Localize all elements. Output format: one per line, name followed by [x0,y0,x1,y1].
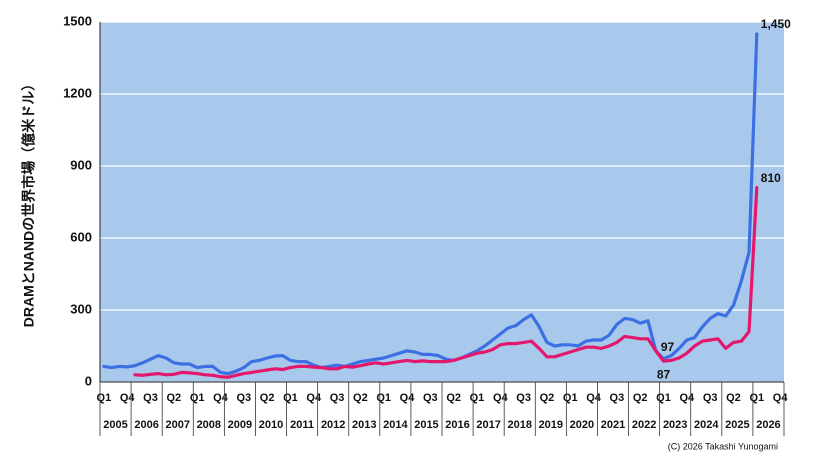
year-label: 2020 [570,419,594,431]
year-label: 2007 [165,419,189,431]
year-label: 2008 [197,419,221,431]
year-label: 2022 [632,419,656,431]
year-label: 2024 [694,419,719,431]
x-tick-label: Q1 [376,392,391,404]
year-label: 2017 [476,419,500,431]
x-tick-label: Q2 [726,392,741,404]
data-label: 87 [657,367,671,381]
year-label: 2021 [601,419,625,431]
y-tick-label: 600 [70,229,92,244]
year-label: 2005 [103,419,127,431]
x-tick-label: Q2 [446,392,461,404]
x-tick-label: Q1 [656,392,671,404]
x-tick-label: Q2 [166,392,181,404]
x-tick-label: Q1 [283,392,298,404]
year-label: 2023 [663,419,687,431]
y-axis-label: DRAMとNANDの世界市場（億米ドル） [21,77,37,327]
x-tick-label: Q2 [633,392,648,404]
x-tick-label: Q4 [400,392,416,404]
year-label: 2016 [445,419,469,431]
x-tick-label: Q3 [236,392,251,404]
year-label: 2026 [756,419,780,431]
year-label: 2006 [134,419,158,431]
year-label: 2013 [352,419,376,431]
x-tick-label: Q1 [563,392,578,404]
x-tick-label: Q2 [540,392,555,404]
data-label: 97 [661,340,675,354]
x-tick-label: Q4 [493,392,509,404]
y-tick-label: 1200 [63,85,92,100]
data-label: 810 [761,171,781,185]
year-label: 2014 [383,419,408,431]
year-label: 2009 [228,419,252,431]
x-tick-label: Q4 [120,392,136,404]
x-tick-label: Q1 [470,392,485,404]
year-label: 2012 [321,419,345,431]
year-label: 2010 [259,419,283,431]
x-tick-label: Q4 [213,392,229,404]
data-label: 1,450 [761,17,791,31]
x-tick-label: Q3 [610,392,625,404]
x-tick-label: Q4 [679,392,695,404]
y-tick-label: 1500 [63,13,92,28]
x-tick-label: Q4 [586,392,602,404]
year-label: 2025 [725,419,749,431]
x-tick-label: Q4 [306,392,322,404]
series-line [133,186,759,379]
plot-background [100,22,784,382]
x-tick-label: Q3 [143,392,158,404]
year-label: 2018 [507,419,531,431]
x-tick-label: Q3 [516,392,531,404]
x-tick-label: Q1 [190,392,205,404]
y-tick-label: 900 [70,157,92,172]
year-label: 2011 [290,419,314,431]
y-tick-label: 300 [70,301,92,316]
year-label: 2015 [414,419,438,431]
x-tick-label: Q3 [330,392,345,404]
year-label: 2019 [539,419,563,431]
x-tick-label: Q3 [423,392,438,404]
x-tick-label: Q2 [353,392,368,404]
x-tick-label: Q1 [97,392,112,404]
credit: (C) 2026 Takashi Yunogami [668,441,778,451]
x-tick-label: Q2 [260,392,275,404]
x-tick-label: Q1 [749,392,764,404]
x-tick-label: Q4 [773,392,789,404]
x-tick-label: Q3 [703,392,718,404]
y-tick-label: 0 [85,373,92,388]
series-line [102,32,759,376]
